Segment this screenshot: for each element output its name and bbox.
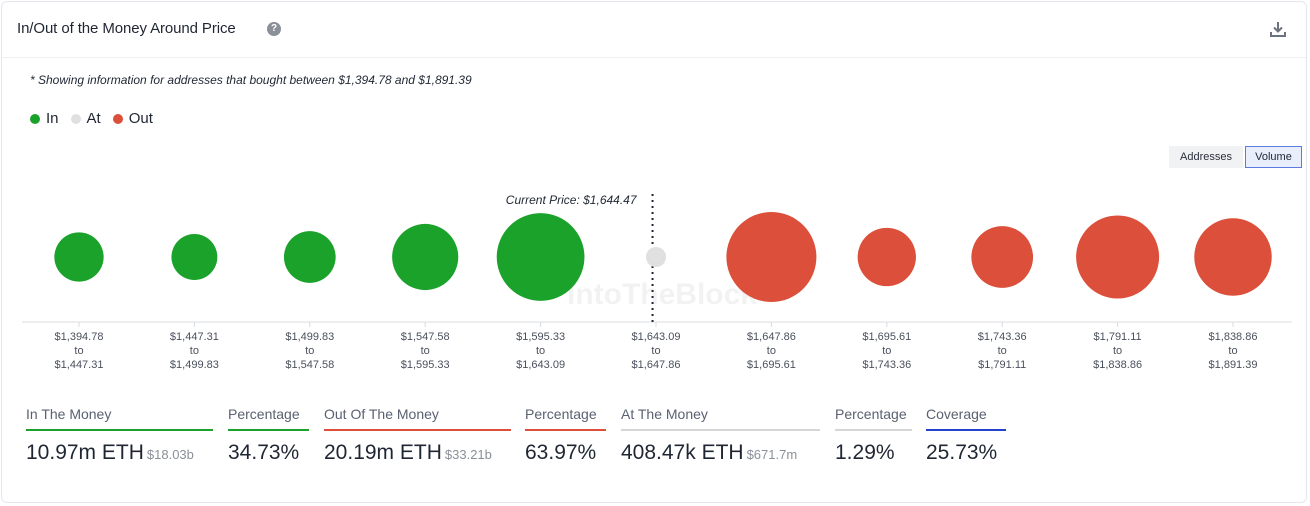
x-tick-label: to bbox=[998, 345, 1007, 357]
stat-at-percentage: Percentage 1.29% bbox=[835, 406, 912, 465]
x-tick-label: to bbox=[651, 345, 660, 357]
x-tick-label: $1,838.86 bbox=[1209, 331, 1258, 343]
x-tick-label: to bbox=[421, 345, 430, 357]
stat-at-the-money: At The Money 408.47k ETH $671.7m bbox=[621, 406, 820, 465]
stat-label: Percentage bbox=[525, 406, 597, 422]
addresses-toggle[interactable]: Addresses bbox=[1169, 146, 1243, 168]
stat-value-text: 20.19m ETH bbox=[324, 441, 442, 464]
legend-label-at: At bbox=[86, 110, 101, 127]
x-tick-label: $1,695.61 bbox=[747, 359, 796, 371]
x-tick-label: $1,499.83 bbox=[285, 331, 334, 343]
x-tick-label: $1,791.11 bbox=[978, 359, 1026, 371]
volume-toggle[interactable]: Volume bbox=[1245, 146, 1302, 168]
bubble-in[interactable] bbox=[54, 232, 104, 282]
bubble-out[interactable] bbox=[1076, 215, 1160, 299]
stat-label: In The Money bbox=[26, 406, 112, 422]
x-tick-label: $1,447.31 bbox=[55, 359, 104, 371]
stat-sub-value: $671.7m bbox=[746, 447, 798, 462]
legend-item-in[interactable]: In bbox=[30, 110, 59, 127]
legend-dot-out bbox=[112, 113, 123, 124]
stat-value: 10.97m ETH $18.03b bbox=[26, 441, 213, 465]
stat-in-percentage: Percentage 34.73% bbox=[228, 406, 309, 465]
stat-label: Percentage bbox=[228, 406, 300, 422]
bubble-out[interactable] bbox=[971, 226, 1034, 288]
bubble-in[interactable] bbox=[171, 234, 218, 280]
x-tick-label: to bbox=[305, 345, 314, 357]
x-tick-label: to bbox=[1228, 345, 1237, 357]
chart-title: In/Out of the Money Around Price bbox=[17, 20, 236, 37]
x-tick-label: $1,647.86 bbox=[747, 331, 796, 343]
watermark-text: IntoTheBlock bbox=[567, 278, 757, 311]
bubble-chart: IntoTheBlock Current Price: $1,644.47 $1,3… bbox=[22, 193, 1292, 371]
stat-value: 34.73% bbox=[228, 441, 300, 464]
bubble-out[interactable] bbox=[857, 227, 916, 287]
stat-value: 25.73% bbox=[926, 441, 998, 464]
bubble-in[interactable] bbox=[283, 231, 336, 283]
bubble-at[interactable] bbox=[645, 246, 667, 268]
current-price-label: Current Price: $1,644.47 bbox=[506, 193, 638, 207]
stat-in-the-money: In The Money 10.97m ETH $18.03b bbox=[26, 406, 213, 465]
legend-dot-at bbox=[70, 113, 81, 124]
stat-underline bbox=[26, 429, 213, 431]
bubble-out[interactable] bbox=[726, 212, 817, 302]
x-tick-label: to bbox=[767, 345, 776, 357]
stat-underline bbox=[926, 429, 1006, 431]
legend-item-out[interactable]: Out bbox=[112, 110, 153, 127]
x-tick-label: $1,643.09 bbox=[516, 359, 565, 371]
stat-sub-value: $33.21b bbox=[444, 447, 492, 462]
x-tick-label: $1,595.33 bbox=[516, 331, 565, 343]
legend-dot-in bbox=[30, 113, 40, 124]
x-tick-label: $1,499.83 bbox=[170, 359, 219, 371]
x-tick-label: $1,643.09 bbox=[632, 331, 681, 343]
x-tick-label: to bbox=[536, 345, 545, 357]
x-tick-label: to bbox=[190, 345, 199, 357]
stat-value: 408.47k ETH $671.7m bbox=[621, 441, 820, 465]
bubble-in[interactable] bbox=[496, 213, 585, 301]
x-tick-label: to bbox=[1113, 345, 1122, 357]
stat-underline bbox=[835, 429, 912, 431]
stat-value-text: 10.97m ETH bbox=[26, 441, 144, 464]
stat-label: At The Money bbox=[621, 406, 708, 422]
stat-underline bbox=[324, 429, 511, 431]
stat-underline bbox=[228, 429, 309, 431]
stat-value: 63.97% bbox=[525, 441, 597, 464]
stat-underline bbox=[525, 429, 606, 431]
range-note: * Showing information for addresses that… bbox=[30, 73, 472, 87]
stat-value: 20.19m ETH $33.21b bbox=[324, 441, 511, 465]
bubble-out[interactable] bbox=[1194, 218, 1272, 296]
stat-out-percentage: Percentage 63.97% bbox=[525, 406, 606, 465]
legend-label-in: In bbox=[46, 110, 59, 127]
stat-label: Percentage bbox=[835, 406, 907, 422]
legend: In At Out bbox=[30, 110, 165, 127]
x-tick-label: to bbox=[882, 345, 891, 357]
x-tick-label: $1,547.58 bbox=[401, 331, 450, 343]
card-header: In/Out of the Money Around Price ? bbox=[2, 2, 1306, 58]
legend-label-out: Out bbox=[128, 110, 153, 127]
download-icon[interactable] bbox=[1269, 20, 1287, 38]
bubble-in[interactable] bbox=[392, 223, 459, 291]
stat-underline bbox=[621, 429, 820, 431]
x-tick-label: to bbox=[74, 345, 83, 357]
x-tick-label: $1,595.33 bbox=[401, 359, 450, 371]
x-tick-label: $1,547.58 bbox=[285, 359, 334, 371]
x-tick-label: $1,743.36 bbox=[978, 331, 1027, 343]
x-tick-label: $1,447.31 bbox=[170, 331, 219, 343]
stat-label: Out Of The Money bbox=[324, 406, 439, 422]
stat-coverage: Coverage 25.73% bbox=[926, 406, 1006, 465]
x-tick-label: $1,791.11 bbox=[1094, 331, 1142, 343]
x-tick-label: $1,743.36 bbox=[862, 359, 911, 371]
stat-value-text: 408.47k ETH bbox=[621, 441, 744, 464]
x-tick-label: $1,891.39 bbox=[1209, 359, 1258, 371]
x-tick-label: $1,647.86 bbox=[632, 359, 681, 371]
stat-sub-value: $18.03b bbox=[146, 447, 194, 462]
x-tick-label: $1,394.78 bbox=[55, 331, 104, 343]
stat-out-of-the-money: Out Of The Money 20.19m ETH $33.21b bbox=[324, 406, 511, 465]
question-circle-icon[interactable]: ? bbox=[267, 22, 281, 36]
stat-label: Coverage bbox=[926, 406, 987, 422]
x-tick-label: $1,838.86 bbox=[1093, 359, 1142, 371]
x-tick-label: $1,695.61 bbox=[862, 331, 911, 343]
legend-item-at[interactable]: At bbox=[70, 110, 101, 127]
stat-value: 1.29% bbox=[835, 441, 895, 464]
